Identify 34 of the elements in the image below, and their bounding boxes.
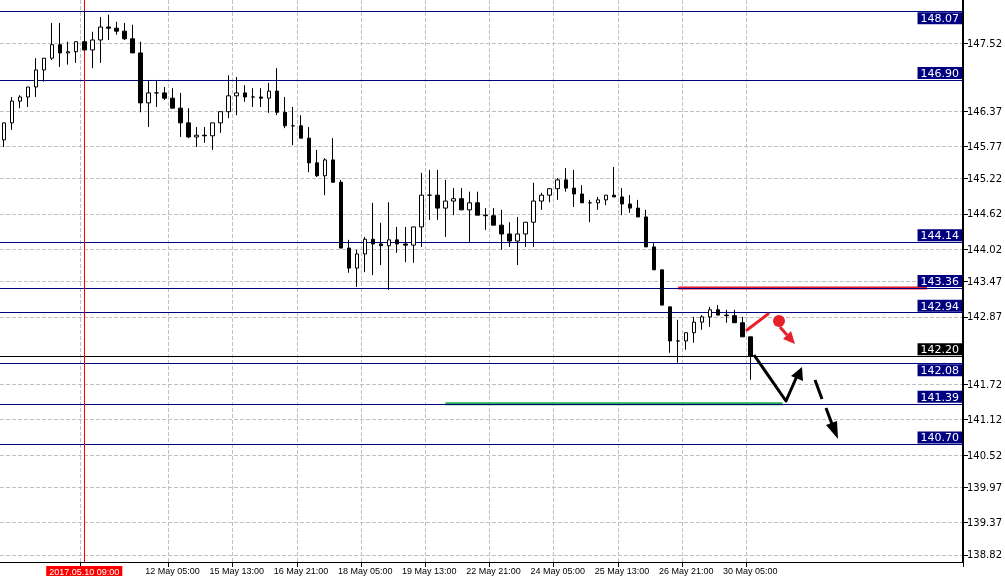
x-tick-label: 15 May 13:00	[209, 565, 265, 576]
x-tick-label: 2017.05.10 09:00	[49, 566, 120, 577]
x-tick-label: 19 May 13:00	[402, 565, 457, 576]
ref-line-label: 146.90	[920, 66, 960, 80]
y-tick-label: 146.37	[967, 105, 1003, 117]
y-tick-label: 145.77	[967, 140, 1003, 152]
y-tick-label: 147.52	[967, 38, 1003, 49]
y-tick-label: 139.97	[967, 481, 1003, 493]
ref-line-label: 141.39	[920, 390, 960, 404]
ref-line-label: 142.20	[920, 343, 960, 357]
y-tick-label: 144.62	[967, 208, 1003, 220]
y-tick-label: 141.12	[967, 414, 1003, 426]
ref-line-label: 144.14	[920, 229, 960, 243]
ref-line-label: 148.07	[920, 12, 960, 26]
x-tick-label: 22 May 21:00	[466, 565, 521, 576]
y-tick-label: 140.52	[967, 449, 1003, 461]
y-tick-label: 145.22	[967, 173, 1003, 185]
x-tick-label: 12 May 05:00	[145, 565, 200, 576]
ref-line-label: 142.94	[920, 299, 960, 313]
y-tick-label: 141.72	[967, 378, 1003, 390]
y-tick-label: 144.02	[967, 243, 1003, 255]
x-tick-label: 26 May 21:00	[658, 565, 714, 576]
y-tick-label: 139.37	[967, 517, 1003, 529]
x-tick-label: 24 May 05:00	[530, 565, 586, 576]
x-tick-label: 16 May 21:00	[273, 565, 329, 576]
ref-line-label: 143.36	[920, 275, 960, 289]
ref-line-label: 142.08	[920, 364, 960, 378]
x-tick-label: 25 May 13:00	[594, 565, 650, 576]
x-tick-label: 18 May 05:00	[337, 565, 393, 576]
ref-line-label: 140.70	[920, 431, 960, 445]
x-tick-label: 30 May 05:00	[723, 565, 778, 576]
y-tick-label: 143.47	[967, 276, 1003, 288]
y-tick-label: 138.82	[967, 549, 1003, 561]
y-tick-label: 142.87	[967, 311, 1003, 323]
